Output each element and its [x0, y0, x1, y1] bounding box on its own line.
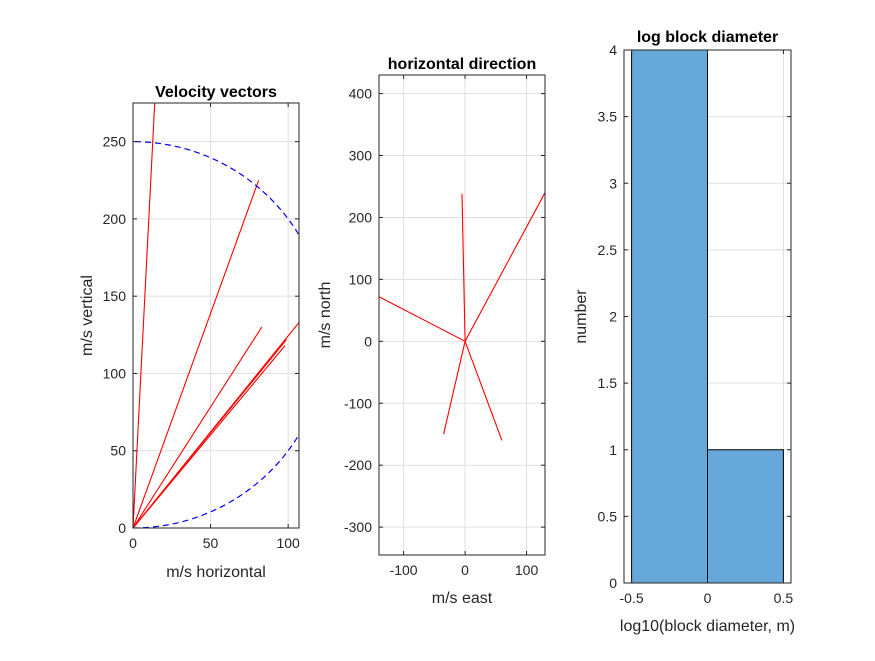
plot-area	[379, 75, 545, 555]
x-tick-label: 100	[515, 562, 539, 578]
y-axis-label: m/s vertical	[79, 275, 96, 356]
y-tick-label: 200	[349, 209, 373, 225]
velocity-vector-3	[443, 341, 466, 435]
x-axis-label: m/s east	[432, 590, 493, 607]
y-tick-label: 300	[349, 148, 373, 164]
horizontal-direction-chart: -100 0 100 -300 -200 -100 0 100 200 300 400 horizon…	[317, 56, 546, 607]
y-tick-label: 0	[609, 575, 617, 591]
velocity-vector-2	[379, 296, 466, 342]
axes-box	[132, 102, 300, 529]
x-tick-label: 0.5	[774, 590, 794, 606]
plot-marks	[379, 192, 545, 441]
chart-title: log block diameter	[637, 29, 778, 46]
y-tick-label: 150	[103, 288, 127, 304]
y-tick-label: 100	[349, 271, 373, 287]
y-tick-label: -200	[344, 457, 372, 473]
x-tick-label: 100	[276, 535, 300, 551]
velocity-vector-0	[461, 193, 466, 342]
y-tick-label: 200	[103, 211, 127, 227]
y-tick-label: 0	[118, 520, 126, 536]
y-tick-label: 1	[609, 442, 617, 458]
y-tick-label: 2.5	[598, 242, 618, 258]
envelope-curve	[133, 141, 299, 528]
plot-marks	[631, 50, 784, 583]
y-tick-label: 3	[609, 175, 617, 191]
x-axis-label: log10(block diameter, m)	[620, 618, 795, 635]
y-tick-label: -100	[344, 395, 372, 411]
x-tick-label: 0	[461, 562, 469, 578]
x-tick-label: -100	[390, 562, 418, 578]
y-tick-label: 3.5	[598, 109, 618, 125]
plot-area	[133, 103, 299, 528]
velocity-vector-1	[133, 180, 260, 528]
y-tick-label: 250	[103, 134, 127, 150]
y-tick-label: 0.5	[598, 508, 618, 524]
chart-title: horizontal direction	[388, 56, 536, 73]
x-tick-label: 50	[203, 535, 219, 551]
velocity-vector-5	[133, 345, 286, 528]
y-axis-label: m/s north	[317, 282, 334, 349]
velocity-vector-4	[464, 341, 503, 441]
y-tick-label: 50	[110, 443, 126, 459]
velocity-vectors-chart: 0 50 100 0 50 100 150 200 250 Velocity vectors m/s…	[79, 84, 300, 581]
y-tick-label: -300	[344, 519, 372, 535]
x-tick-label: 0	[129, 535, 137, 551]
x-tick-label: 0	[704, 590, 712, 606]
velocity-vector-2	[133, 326, 263, 528]
y-tick-label: 1.5	[598, 375, 618, 391]
velocity-vector-0	[133, 103, 156, 528]
histogram-bar-0	[631, 50, 708, 583]
x-tick-label: -0.5	[620, 590, 644, 606]
y-tick-label: 0	[364, 333, 372, 349]
y-axis-label: number	[573, 289, 590, 344]
histogram-bar-1	[707, 449, 784, 583]
velocity-vector-1	[464, 192, 545, 342]
x-axis-label: m/s horizontal	[166, 564, 266, 581]
plot-marks	[133, 103, 299, 528]
y-tick-label: 4	[609, 42, 617, 58]
axes-box	[378, 74, 546, 556]
y-tick-label: 100	[103, 365, 127, 381]
y-tick-label: 400	[349, 86, 373, 102]
chart-title: Velocity vectors	[155, 84, 277, 101]
y-tick-label: 2	[609, 309, 617, 325]
